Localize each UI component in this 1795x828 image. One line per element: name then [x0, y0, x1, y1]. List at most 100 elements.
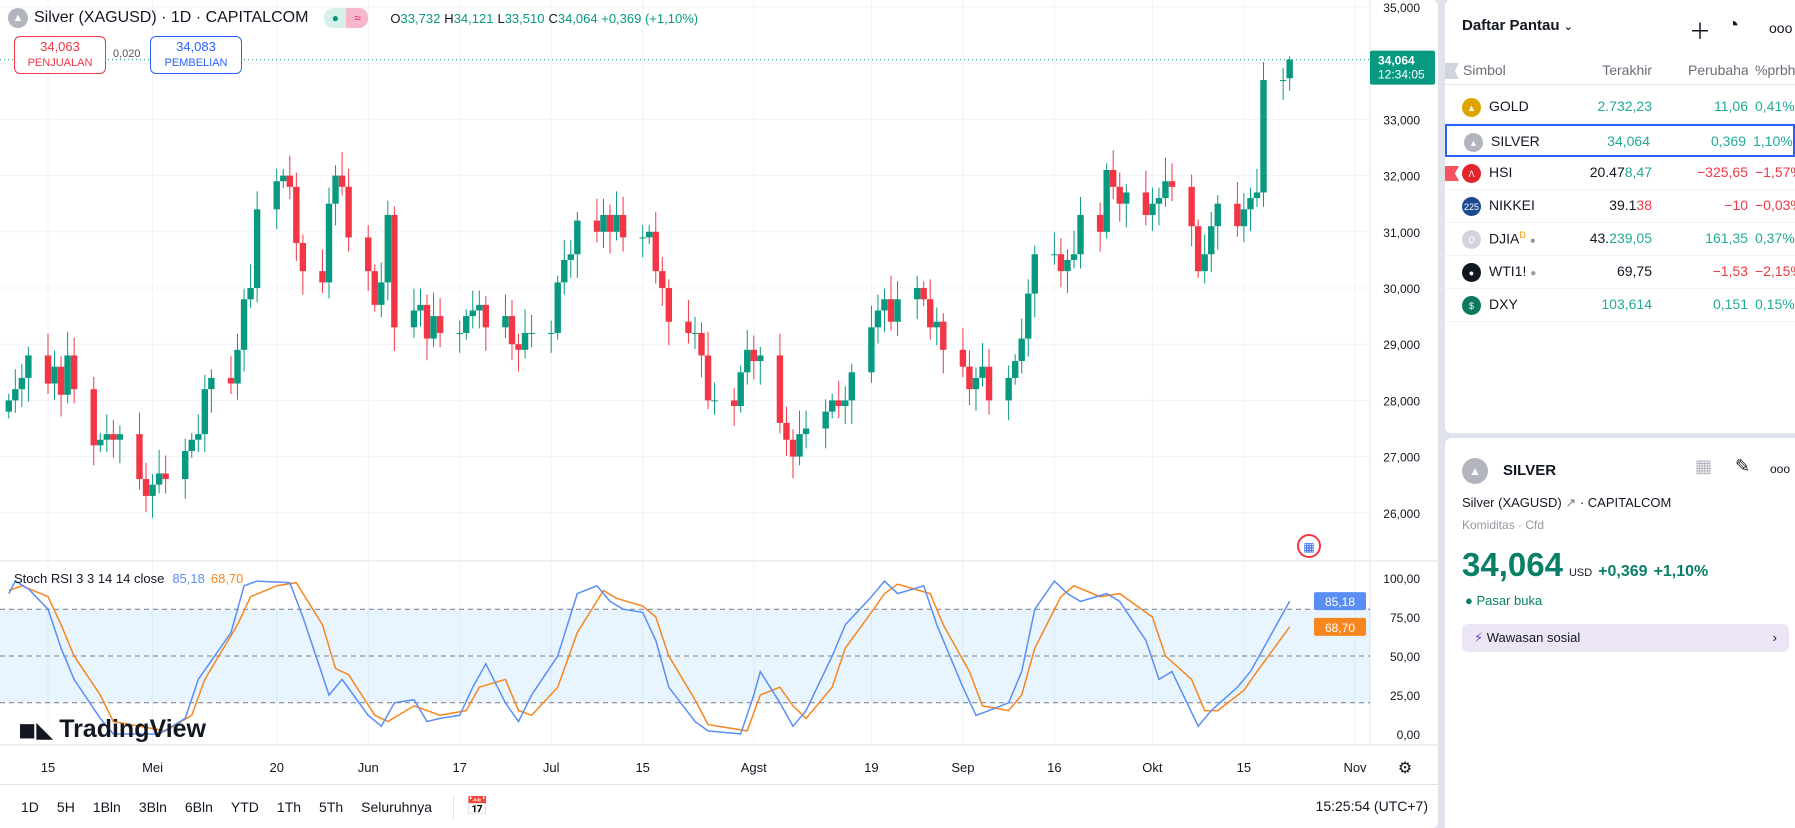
timeframe-1th[interactable]: 1Th [276, 798, 302, 815]
buy-button[interactable]: 34,083 PEMBELIAN [150, 36, 242, 74]
market-status-pill[interactable]: ● ≈ [324, 8, 369, 28]
social-insights-button[interactable]: ⚡ Wawasan sosial › [1462, 624, 1789, 652]
candle-body [391, 214, 398, 328]
candle-body [1201, 254, 1208, 272]
candle-body [1077, 214, 1084, 255]
time-axis-label: Jun [358, 760, 379, 775]
silver-icon: ▲ [1462, 458, 1488, 484]
last-price-value: 34,064 [1378, 54, 1415, 68]
timeframe-seluruhnya[interactable]: Seluruhnya [361, 798, 432, 815]
row-last-part: 239,05 [1609, 230, 1652, 246]
candle-body [796, 434, 803, 457]
row-symbol-text: DXY [1489, 296, 1518, 312]
stoch-k-value: 85,18 [172, 571, 205, 586]
row-change: 0,151 [1712, 296, 1748, 312]
external-link-icon[interactable]: ↗ [1565, 495, 1577, 510]
stoch-badge-value: 68,70 [1325, 621, 1355, 635]
goto-date-calendar-icon[interactable]: 📅 [465, 796, 489, 816]
stoch-axis-label: 0,00 [1397, 728, 1421, 742]
sell-button[interactable]: 34,063 PENJUALAN [14, 36, 106, 74]
candle-body [469, 310, 476, 317]
timeframe-5h[interactable]: 5H [56, 798, 75, 815]
settings-gear-icon[interactable]: ⚙ [1398, 760, 1412, 777]
nikkei-icon: 225 [1462, 197, 1481, 216]
stoch-d-line [8, 581, 1291, 732]
col-change[interactable]: Perubaha [1688, 62, 1748, 78]
timeframe-1bln[interactable]: 1Bln [92, 798, 121, 815]
candle-body [5, 400, 12, 412]
candle-body [378, 282, 385, 305]
row-last: 69,75 [1617, 263, 1652, 279]
candle-body [332, 175, 339, 204]
candle-body [927, 299, 934, 328]
candle-body [1070, 254, 1078, 260]
lightning-icon: ⚡ [1474, 630, 1484, 645]
candle-body [1188, 186, 1195, 227]
timeframe-5th[interactable]: 5Th [319, 798, 344, 815]
flag-icon[interactable] [1445, 166, 1459, 181]
add-symbol-icon[interactable]: ＋ [1689, 19, 1712, 44]
watchlist-row[interactable]: 225 NIKKEI 39.138 −10 −0,03% [1445, 190, 1795, 223]
stoch-axis-label: 100,00 [1383, 572, 1420, 586]
candle-body [842, 400, 849, 407]
watchlist-row[interactable]: ●WTI1! ●69,75−1,53−2,15% [1445, 256, 1795, 289]
pie-chart-icon[interactable]: ◔ [1727, 14, 1740, 36]
candle-body [280, 175, 287, 182]
candle-body [894, 299, 901, 322]
flag-icon[interactable] [1445, 63, 1459, 79]
candle-body [12, 389, 19, 401]
col-change-pct[interactable]: %prbh [1755, 62, 1795, 78]
candle-body [345, 186, 352, 238]
watchlist-row[interactable]: ▲ GOLD 2.732,23 11,06 0,41% [1445, 91, 1795, 124]
timeframe-3bln[interactable]: 3Bln [138, 798, 167, 815]
row-change-pct: −2,15% [1755, 263, 1795, 279]
candle-body [528, 332, 535, 334]
watchlist-row[interactable]: $ DXY 103,614 0,151 0,15% [1445, 289, 1795, 322]
edit-icon[interactable]: ✎ [1735, 456, 1751, 476]
details-category: Komiditas [1462, 518, 1515, 532]
row-change: −325,65 [1697, 164, 1748, 180]
clock[interactable]: 15:25:54 (UTC+7) [1315, 798, 1428, 814]
chart-canvas[interactable]: 15 Mei 20 Jun 17 Jul 15 Agst 19 Sep 16 Okt 15 Nov 35,0… [0, 0, 1438, 784]
row-symbol-text: GOLD [1489, 98, 1529, 114]
candle-body [789, 439, 797, 457]
timeframe-ytd[interactable]: YTD [230, 798, 259, 815]
candle-body [737, 372, 744, 407]
more-icon[interactable]: ooo [1770, 462, 1791, 476]
layout-icon[interactable]: ▦ [1695, 456, 1713, 476]
col-last[interactable]: Terakhir [1602, 62, 1652, 78]
candle-body [515, 344, 522, 350]
time-axis-label: Okt [1142, 760, 1163, 775]
watchlist-row[interactable]: D DJIAD ● 43.239,05 161,35 0,37% [1445, 223, 1795, 256]
timeframe-6bln[interactable]: 6Bln [184, 798, 213, 815]
time-axis-label: 16 [1047, 760, 1061, 775]
gold-icon: ▲ [1462, 98, 1481, 117]
row-symbol-text: DJIA [1489, 230, 1520, 247]
symbol-title[interactable]: Silver (XAGUSD) · 1D · CAPITALCOM [34, 9, 309, 26]
candle-body [802, 428, 810, 435]
candle-body [659, 271, 666, 288]
candle-body [972, 377, 980, 390]
row-symbol: NIKKEI [1489, 197, 1535, 213]
row-last-part: 103,614 [1601, 296, 1652, 312]
row-change: 11,06 [1714, 98, 1748, 114]
tradingview-logo[interactable]: ◼◣ TradingView [18, 715, 206, 744]
us-flag-event-icon [1297, 534, 1321, 558]
candle-body [619, 214, 627, 238]
candle-body [744, 349, 751, 373]
details-name[interactable]: Silver (XAGUSD) [1462, 495, 1562, 510]
status-dot-icon: ● [1530, 268, 1537, 279]
candle-body [691, 332, 699, 334]
watchlist-row[interactable]: Λ HSI 20.478,47 −325,65 −1,57% [1445, 157, 1795, 190]
chart-area[interactable]: 15 Mei 20 Jun 17 Jul 15 Agst 19 Sep 16 Okt 15 Nov 35,0… [0, 0, 1438, 828]
watchlist-title[interactable]: Daftar Pantau ⌄ [1462, 17, 1573, 34]
row-change-pct: 1,10% [1753, 133, 1793, 149]
watchlist-row[interactable]: ▲ SILVER 34,064 0,369 1,10% [1445, 124, 1795, 157]
ohlc-values: O33,732 H34,121 L33,510 C34,064 +0,369 (+1,… [390, 10, 699, 26]
col-symbol[interactable]: Simbol [1463, 62, 1506, 78]
timeframe-1d[interactable]: 1D [21, 798, 39, 815]
time-axis-label: 15 [41, 760, 55, 775]
candle-body [410, 310, 418, 328]
candle-body [698, 332, 705, 356]
more-icon[interactable]: ooo [1769, 20, 1793, 36]
